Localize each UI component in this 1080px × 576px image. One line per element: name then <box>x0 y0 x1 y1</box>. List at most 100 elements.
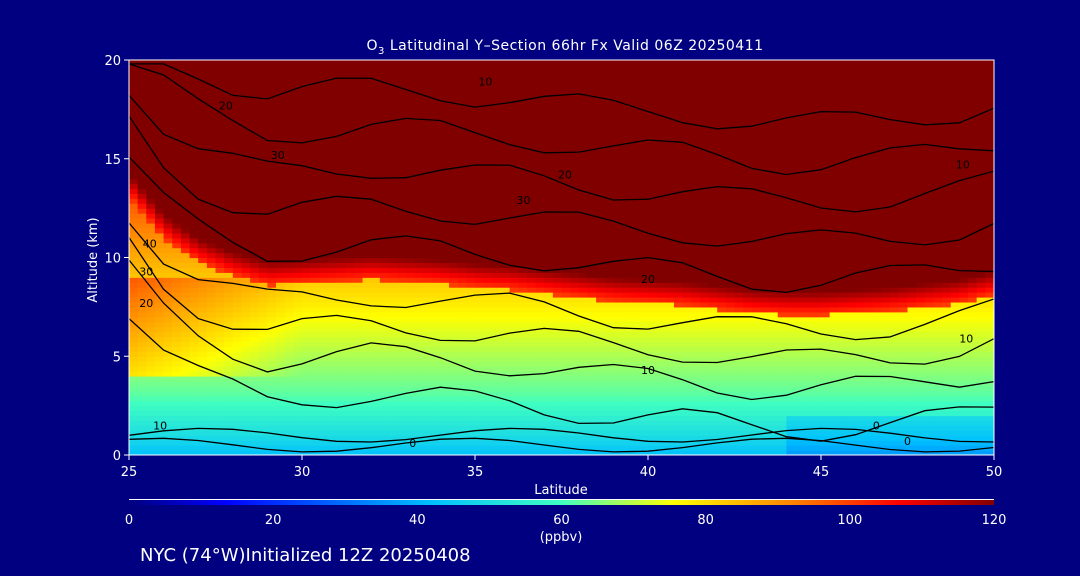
heatmap-cell <box>206 193 217 199</box>
heatmap-cell <box>648 435 658 441</box>
heatmap-cell <box>466 282 476 288</box>
heatmap-cell <box>215 405 225 412</box>
heatmap-cell <box>284 134 294 140</box>
heatmap-cell <box>526 400 537 407</box>
heatmap-cell <box>129 282 139 288</box>
heatmap-cell <box>336 420 346 426</box>
heatmap-cell <box>353 109 364 115</box>
heatmap-cell <box>604 376 614 382</box>
heatmap-cell <box>172 341 182 347</box>
heatmap-cell <box>440 104 450 110</box>
heatmap-cell <box>561 193 571 199</box>
heatmap-cell <box>241 69 251 76</box>
heatmap-cell <box>526 163 537 170</box>
heatmap-cell <box>604 168 614 175</box>
heatmap-cell <box>552 450 563 455</box>
heatmap-cell <box>293 74 303 81</box>
heatmap-cell <box>500 227 511 234</box>
heatmap-cell <box>327 306 338 313</box>
heatmap-cell <box>310 257 320 264</box>
heatmap-cell <box>648 420 658 426</box>
heatmap-cell <box>302 227 312 234</box>
heatmap-cell <box>552 440 563 446</box>
heatmap-cell <box>267 262 277 268</box>
heatmap-cell <box>258 213 268 219</box>
heatmap-cell <box>449 301 459 308</box>
heatmap-cell <box>388 89 398 96</box>
heatmap-cell <box>388 405 398 412</box>
heatmap-cell <box>293 376 303 382</box>
heatmap-cell <box>276 89 286 96</box>
heatmap-cell <box>172 222 182 229</box>
heatmap-cell <box>518 109 528 115</box>
heatmap-cell <box>405 385 416 392</box>
heatmap-cell <box>518 346 528 352</box>
heatmap-cell <box>129 99 139 106</box>
heatmap-cell <box>596 336 606 343</box>
heatmap-cell <box>544 435 554 441</box>
heatmap-cell <box>483 89 493 96</box>
heatmap-cell <box>535 99 545 106</box>
heatmap-cell <box>206 148 217 155</box>
heatmap-cell <box>500 158 511 165</box>
heatmap-cell <box>310 208 320 214</box>
heatmap-cell <box>371 420 381 426</box>
heatmap-cell <box>388 425 398 431</box>
heatmap-cell <box>189 114 199 120</box>
heatmap-cell <box>535 336 545 343</box>
heatmap-cell <box>518 311 528 318</box>
heatmap-cell <box>423 292 433 298</box>
heatmap-cell <box>241 203 251 209</box>
heatmap-cell <box>129 222 139 229</box>
heatmap-cell <box>639 178 649 185</box>
heatmap-cell <box>189 183 199 189</box>
heatmap-cell <box>180 99 191 106</box>
heatmap-cell <box>189 153 199 160</box>
heatmap-cell <box>414 99 424 106</box>
heatmap-cell <box>397 222 407 229</box>
heatmap-cell <box>293 331 303 338</box>
heatmap-cell <box>129 301 139 308</box>
heatmap-cell <box>604 64 614 71</box>
heatmap-cell <box>466 272 476 278</box>
heatmap-cell <box>302 301 312 308</box>
heatmap-cell <box>622 148 632 155</box>
heatmap-cell <box>258 237 268 244</box>
heatmap-cell <box>206 321 217 328</box>
heatmap-cell <box>622 168 632 175</box>
heatmap-cell <box>604 277 614 283</box>
heatmap-cell <box>526 237 537 244</box>
heatmap-cell <box>630 316 640 323</box>
heatmap-cell <box>206 306 217 313</box>
heatmap-cell <box>215 203 225 209</box>
heatmap-cell <box>596 104 606 110</box>
heatmap-cell <box>509 237 519 244</box>
heatmap-cell <box>431 267 441 273</box>
heatmap-cell <box>492 193 502 199</box>
heatmap-cell <box>500 346 511 352</box>
heatmap-cell <box>570 124 580 130</box>
heatmap-cell <box>310 104 320 110</box>
heatmap-cell <box>362 178 372 185</box>
heatmap-cell <box>665 346 675 352</box>
heatmap-cell <box>371 331 381 338</box>
heatmap-cell <box>241 405 251 412</box>
heatmap-cell <box>492 104 502 110</box>
heatmap-cell <box>319 69 329 76</box>
heatmap-cell <box>180 168 191 175</box>
heatmap-cell <box>284 173 294 180</box>
heatmap-cell <box>293 341 303 347</box>
heatmap-cell <box>596 306 606 313</box>
heatmap-cell <box>483 311 493 318</box>
heatmap-cell <box>466 188 476 194</box>
heatmap-cell <box>353 232 364 239</box>
heatmap-cell <box>648 316 658 323</box>
heatmap-cell <box>232 148 243 155</box>
heatmap-cell <box>431 321 441 328</box>
heatmap-cell <box>405 351 416 357</box>
heatmap-cell <box>639 203 649 209</box>
heatmap-cell <box>284 79 294 86</box>
heatmap-cell <box>180 440 191 446</box>
heatmap-cell <box>345 262 355 268</box>
heatmap-cell <box>388 104 398 110</box>
